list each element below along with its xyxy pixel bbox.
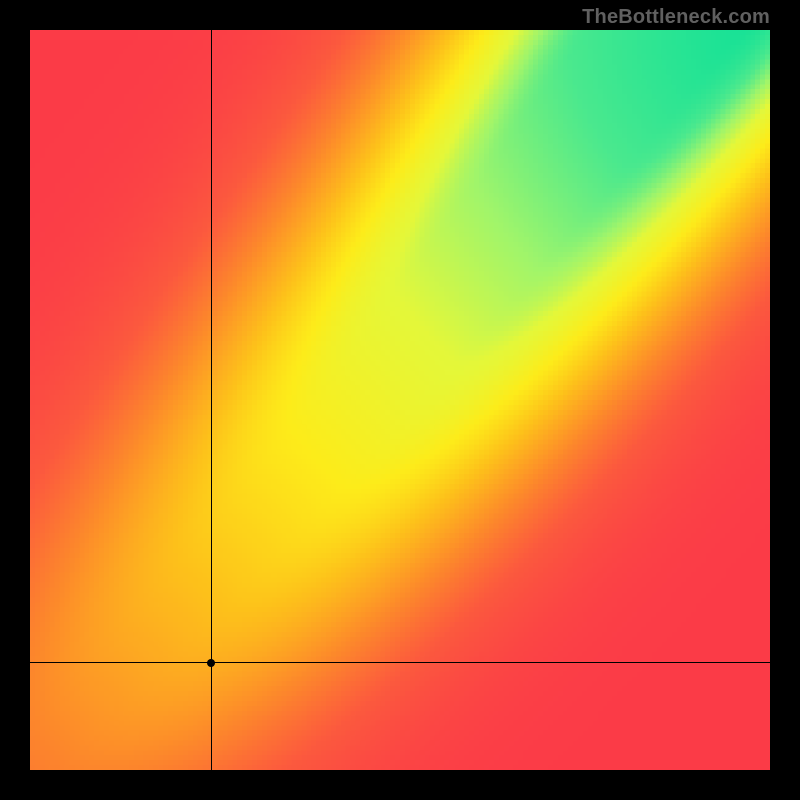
chart-frame: TheBottleneck.com <box>0 0 800 800</box>
heatmap-canvas <box>30 30 770 770</box>
crosshair-horizontal <box>30 662 770 663</box>
heatmap-plot <box>30 30 770 770</box>
crosshair-dot <box>207 659 215 667</box>
attribution-text: TheBottleneck.com <box>582 6 770 29</box>
